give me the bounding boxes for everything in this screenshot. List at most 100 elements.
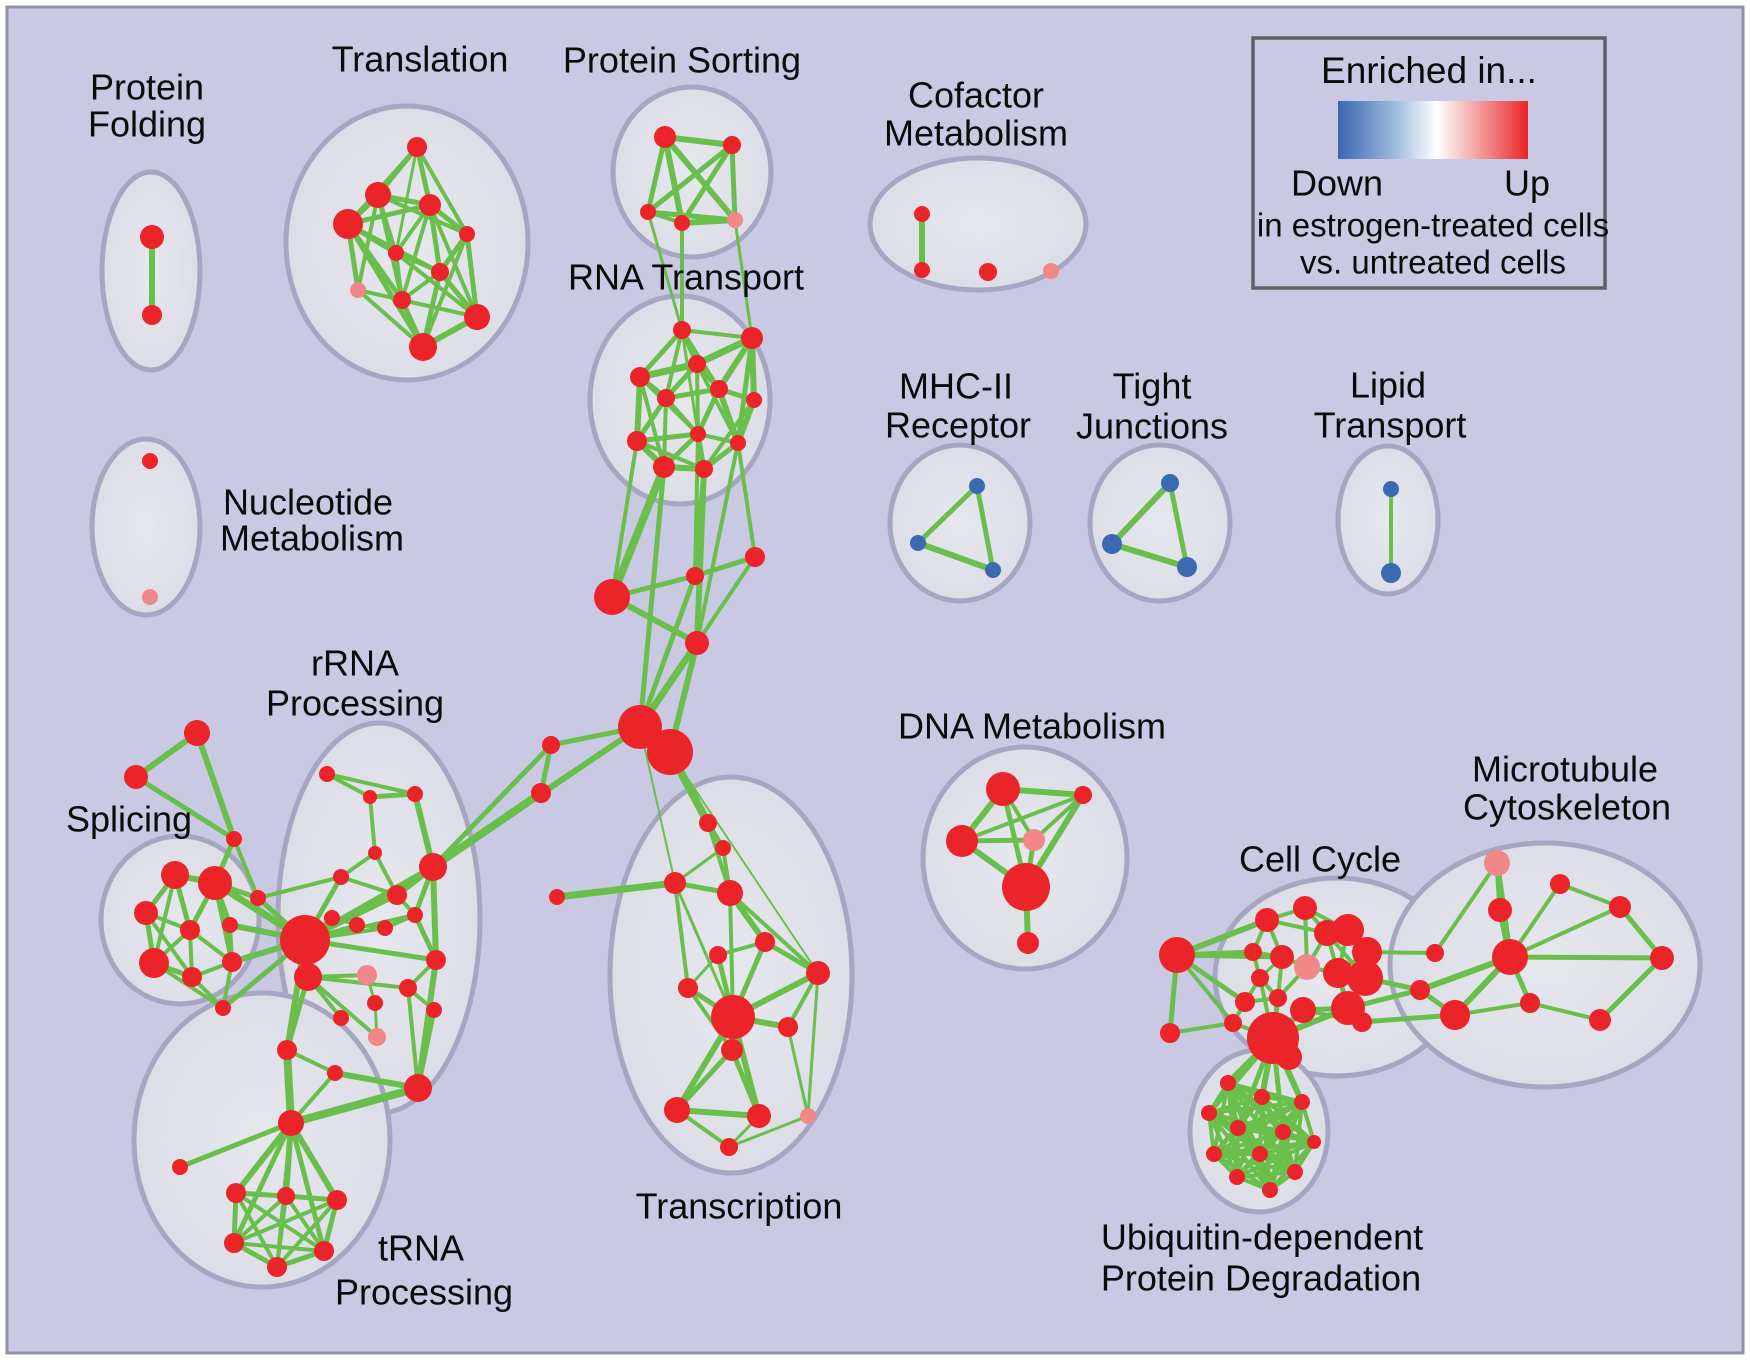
gene-set-node-v5[interactable] [1275,1124,1291,1140]
gene-set-node-m3[interactable] [1043,263,1059,279]
gene-set-node-k10[interactable] [1251,969,1269,987]
gene-set-node-g5[interactable] [387,885,407,905]
gene-set-node-d4[interactable] [1002,863,1050,911]
gene-set-node-tri0[interactable] [184,720,210,746]
gene-set-node-x12[interactable] [747,1104,771,1128]
gene-set-node-g15[interactable] [426,1002,442,1018]
gene-set-node-x11[interactable] [664,1097,690,1123]
gene-set-node-k15[interactable] [1160,1023,1180,1043]
gene-set-node-t3[interactable] [333,209,363,239]
gene-set-node-c1[interactable] [686,567,704,585]
gene-set-node-g18[interactable] [404,1074,432,1102]
gene-set-node-d5[interactable] [1017,932,1039,954]
gene-set-node-u4[interactable] [1492,939,1528,975]
gene-set-node-g8[interactable] [349,917,365,933]
gene-set-node-r0[interactable] [673,321,691,339]
gene-set-node-h2[interactable] [985,562,1001,578]
gene-set-node-t6[interactable] [431,263,449,281]
gene-set-node-d0[interactable] [986,772,1020,806]
gene-set-node-q3[interactable] [224,1233,244,1253]
gene-set-node-m0[interactable] [914,206,930,222]
gene-set-node-t2[interactable] [419,194,441,216]
gene-set-node-u7[interactable] [1589,1009,1611,1031]
gene-set-node-g2[interactable] [407,786,423,802]
gene-set-node-u1[interactable] [1550,874,1570,894]
gene-set-node-c3[interactable] [685,631,709,655]
gene-set-node-kh2[interactable] [1276,1044,1302,1070]
gene-set-node-v11[interactable] [1262,1182,1278,1198]
gene-set-node-x10[interactable] [721,1039,743,1061]
gene-set-node-s6[interactable] [182,967,202,987]
gene-set-node-k8[interactable] [1294,954,1320,980]
gene-set-node-g16[interactable] [333,1010,349,1026]
gene-set-node-p3[interactable] [674,215,690,231]
gene-set-node-k3[interactable] [1332,914,1364,946]
gene-set-node-t7[interactable] [350,282,366,298]
gene-set-node-r10[interactable] [653,456,675,478]
gene-set-node-k4[interactable] [1352,937,1382,967]
gene-set-node-x13[interactable] [800,1108,816,1124]
gene-set-node-g19[interactable] [277,1040,297,1060]
gene-set-node-k5[interactable] [1244,943,1262,961]
gene-set-node-r8[interactable] [627,431,647,451]
gene-set-node-v8[interactable] [1252,1146,1268,1162]
gene-set-node-k19[interactable] [1410,980,1430,1000]
gene-set-node-nm0[interactable] [142,453,158,469]
gene-set-node-g13[interactable] [399,979,417,997]
gene-set-node-t8[interactable] [393,291,411,309]
gene-set-node-g11[interactable] [426,950,446,970]
gene-set-node-x5[interactable] [709,946,727,964]
gene-set-node-u0[interactable] [1484,850,1510,876]
gene-set-node-s4[interactable] [222,917,238,933]
gene-set-node-u8[interactable] [1520,993,1540,1013]
gene-set-node-v2[interactable] [1294,1094,1310,1110]
gene-set-node-k16[interactable] [1224,1014,1242,1032]
gene-set-node-k6[interactable] [1270,945,1294,969]
gene-set-node-tri2[interactable] [226,831,242,847]
gene-set-node-r3[interactable] [630,367,650,387]
gene-set-node-pf1[interactable] [142,305,162,325]
gene-set-node-j0[interactable] [1161,474,1179,492]
gene-set-node-d3[interactable] [1023,829,1045,851]
gene-set-node-r11[interactable] [695,460,713,478]
gene-set-node-l0[interactable] [1383,481,1399,497]
gene-set-node-r4[interactable] [657,389,675,407]
gene-set-node-s7[interactable] [222,952,242,972]
gene-set-node-g21[interactable] [278,1110,304,1136]
gene-set-node-q6[interactable] [172,1159,188,1175]
gene-set-node-k9[interactable] [1323,958,1353,988]
gene-set-node-g4[interactable] [333,869,349,885]
gene-set-node-x3[interactable] [715,840,731,856]
gene-set-node-g20[interactable] [327,1065,343,1081]
gene-set-node-m1[interactable] [914,262,930,278]
gene-set-node-p0[interactable] [654,126,676,148]
gene-set-node-k12[interactable] [1269,989,1287,1007]
gene-set-node-l1[interactable] [1381,563,1401,583]
gene-set-node-q4[interactable] [314,1241,334,1261]
gene-set-node-r5[interactable] [710,380,728,398]
gene-set-node-g9[interactable] [377,920,393,936]
gene-set-node-k13[interactable] [1347,960,1383,996]
gene-set-node-g1[interactable] [363,790,377,804]
gene-set-node-c8[interactable] [549,889,565,905]
gene-set-node-v9[interactable] [1229,1169,1245,1185]
gene-set-node-t9[interactable] [464,304,490,330]
gene-set-node-v0[interactable] [1220,1075,1236,1091]
gene-set-node-v10[interactable] [1287,1164,1303,1180]
gene-set-node-r6[interactable] [746,392,762,408]
gene-set-node-q1[interactable] [277,1187,295,1205]
gene-set-node-g10[interactable] [407,907,423,923]
gene-set-node-H2[interactable] [294,963,322,991]
gene-set-node-v4[interactable] [1230,1120,1246,1136]
gene-set-node-r7[interactable] [690,426,706,442]
gene-set-node-u3[interactable] [1609,896,1631,918]
gene-set-node-k2[interactable] [1293,896,1317,920]
gene-set-node-n1[interactable] [250,890,266,906]
gene-set-node-g7[interactable] [324,910,340,926]
gene-set-node-s3[interactable] [180,920,200,940]
gene-set-node-x4[interactable] [755,932,775,952]
gene-set-node-k11[interactable] [1235,992,1255,1012]
gene-set-node-v6[interactable] [1307,1135,1321,1149]
gene-set-node-c4[interactable] [618,705,662,749]
gene-set-node-t4[interactable] [459,226,475,242]
